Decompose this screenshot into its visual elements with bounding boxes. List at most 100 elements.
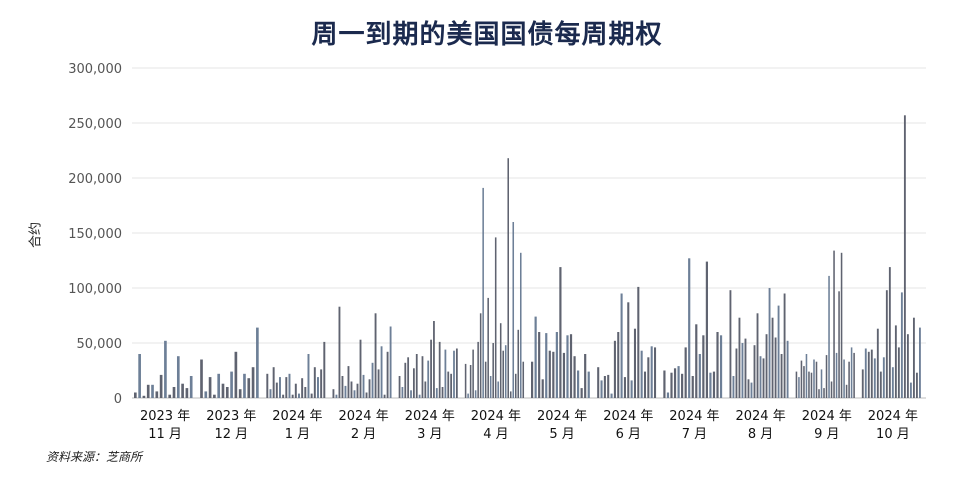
bar (732, 376, 735, 398)
bar (213, 394, 216, 398)
bar (569, 334, 573, 398)
bar (159, 374, 163, 398)
bar (353, 390, 356, 398)
bar (912, 317, 915, 398)
bar (627, 302, 630, 398)
bar (843, 359, 845, 398)
bar (698, 354, 701, 398)
bar (915, 372, 918, 398)
bar (310, 393, 313, 398)
bar (269, 389, 272, 398)
bar (610, 393, 613, 398)
bar (786, 340, 789, 398)
bar (909, 382, 912, 398)
bar (783, 293, 786, 398)
bar (204, 391, 208, 398)
bar (702, 335, 705, 398)
bar (759, 356, 762, 398)
bar (472, 349, 474, 398)
bar (380, 346, 383, 398)
bar (142, 395, 146, 398)
bar (534, 316, 537, 398)
bar (401, 387, 404, 398)
bar (850, 347, 853, 398)
bar (464, 363, 467, 398)
bar (771, 317, 774, 398)
bar (828, 275, 830, 398)
bar (275, 382, 278, 398)
bar (489, 376, 492, 398)
bar (853, 352, 855, 398)
bar (200, 359, 203, 398)
bar (418, 394, 421, 398)
bar (600, 380, 603, 398)
bar (552, 351, 555, 398)
bar (845, 384, 848, 398)
bar (266, 373, 269, 398)
bar (335, 394, 338, 398)
bar (412, 368, 415, 398)
bar (630, 380, 633, 398)
bar (243, 373, 246, 398)
bar (808, 371, 810, 398)
bar (410, 390, 412, 398)
bar (577, 370, 580, 398)
bar (424, 381, 427, 398)
bar (774, 337, 777, 398)
bar (279, 377, 281, 398)
bar (383, 394, 386, 398)
bar (820, 369, 823, 398)
bar (879, 371, 882, 398)
y-tick-label: 250,000 (68, 117, 122, 132)
bar (587, 371, 590, 398)
bar (221, 383, 225, 398)
bar (753, 345, 756, 398)
bar (555, 332, 558, 398)
bar (548, 350, 551, 398)
bar (735, 348, 738, 398)
bar (332, 389, 335, 398)
bar (823, 388, 825, 398)
bar (359, 339, 362, 398)
bar (450, 373, 453, 398)
bar (765, 334, 768, 398)
bar (512, 222, 515, 398)
bar (168, 394, 172, 398)
bar (805, 354, 808, 398)
bar (421, 356, 424, 398)
x-tick-label: 2024 年 10 月 (868, 409, 918, 442)
bar (189, 376, 193, 398)
bar (729, 290, 732, 398)
y-tick-label: 150,000 (68, 227, 122, 242)
bar (777, 305, 780, 398)
bar (864, 348, 867, 398)
bar (716, 332, 719, 398)
bar (833, 250, 835, 398)
y-tick-label: 100,000 (68, 282, 122, 297)
bar (134, 392, 137, 398)
bar (673, 368, 677, 398)
bar (873, 358, 876, 398)
y-tick-labels: 0 50,000 100,000 150,000 200,000 250,000 300,0… (68, 62, 122, 407)
bar (317, 377, 319, 398)
bar (514, 373, 517, 398)
chart-title: 周一到期的美国国债每周期权 (311, 20, 663, 50)
bar (838, 291, 840, 398)
bar (803, 366, 805, 398)
bar (433, 321, 435, 398)
bar (900, 292, 903, 398)
bar (172, 387, 176, 398)
bar (294, 383, 297, 398)
bar (666, 392, 670, 398)
bar (670, 372, 673, 398)
y-tick-label: 200,000 (68, 172, 122, 187)
bar (903, 115, 906, 399)
bar (517, 329, 520, 398)
bar (347, 366, 350, 398)
bar (225, 387, 229, 398)
bar (573, 356, 576, 398)
